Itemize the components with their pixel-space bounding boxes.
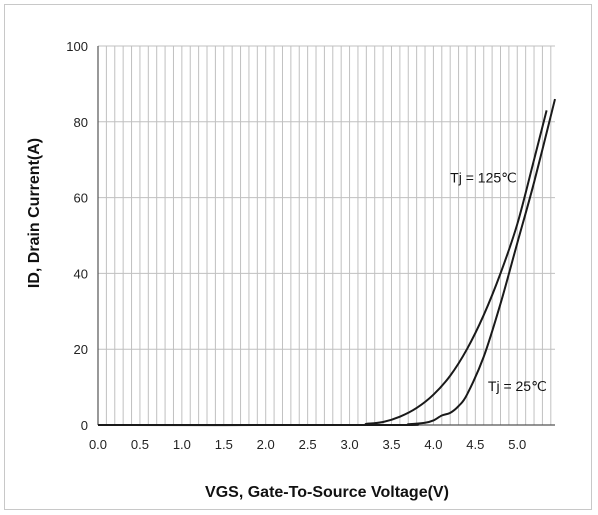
x-tick-label: 0.0 [89,437,107,452]
tick-labels: 0.0 0.5 1.0 1.5 2.0 2.5 3.0 3.5 4.0 4.5 5.0 0 20 40 60… [66,39,526,452]
y-tick-label: 60 [74,191,88,206]
grid [98,45,555,425]
x-tick-label: 3.5 [382,437,400,452]
y-tick-label: 0 [81,418,88,433]
x-tick-label: 2.5 [299,437,317,452]
series-line-tj-25 [97,98,556,427]
chart-frame: 0.0 0.5 1.0 1.5 2.0 2.5 3.0 3.5 4.0 4.5 5.0 0 20 40 60… [4,4,592,510]
x-tick-label: 0.5 [131,437,149,452]
annotation-tj-25: Tj = 25℃ [488,378,547,394]
x-tick-label: 4.0 [424,437,442,452]
x-tick-label: 3.0 [341,437,359,452]
chart: 0.0 0.5 1.0 1.5 2.0 2.5 3.0 3.5 4.0 4.5 5.0 0 20 40 60… [26,39,556,501]
y-tick-label: 20 [74,342,88,357]
series-lines [97,98,556,427]
x-tick-label: 1.0 [173,437,191,452]
y-axis-label: ID, Drain Current(A) [26,138,43,288]
x-tick-label: 4.5 [466,437,484,452]
x-axis-label: VGS, Gate-To-Source Voltage(V) [205,484,449,501]
x-tick-label: 5.0 [508,437,526,452]
x-tick-label: 1.5 [215,437,233,452]
annotations: Tj = 125℃ Tj = 25℃ [450,169,547,393]
axes [97,46,555,426]
y-tick-label: 100 [66,39,88,54]
annotation-tj-125: Tj = 125℃ [450,169,517,185]
x-tick-label: 2.0 [257,437,275,452]
y-tick-label: 40 [74,266,88,281]
y-tick-label: 80 [74,115,88,130]
